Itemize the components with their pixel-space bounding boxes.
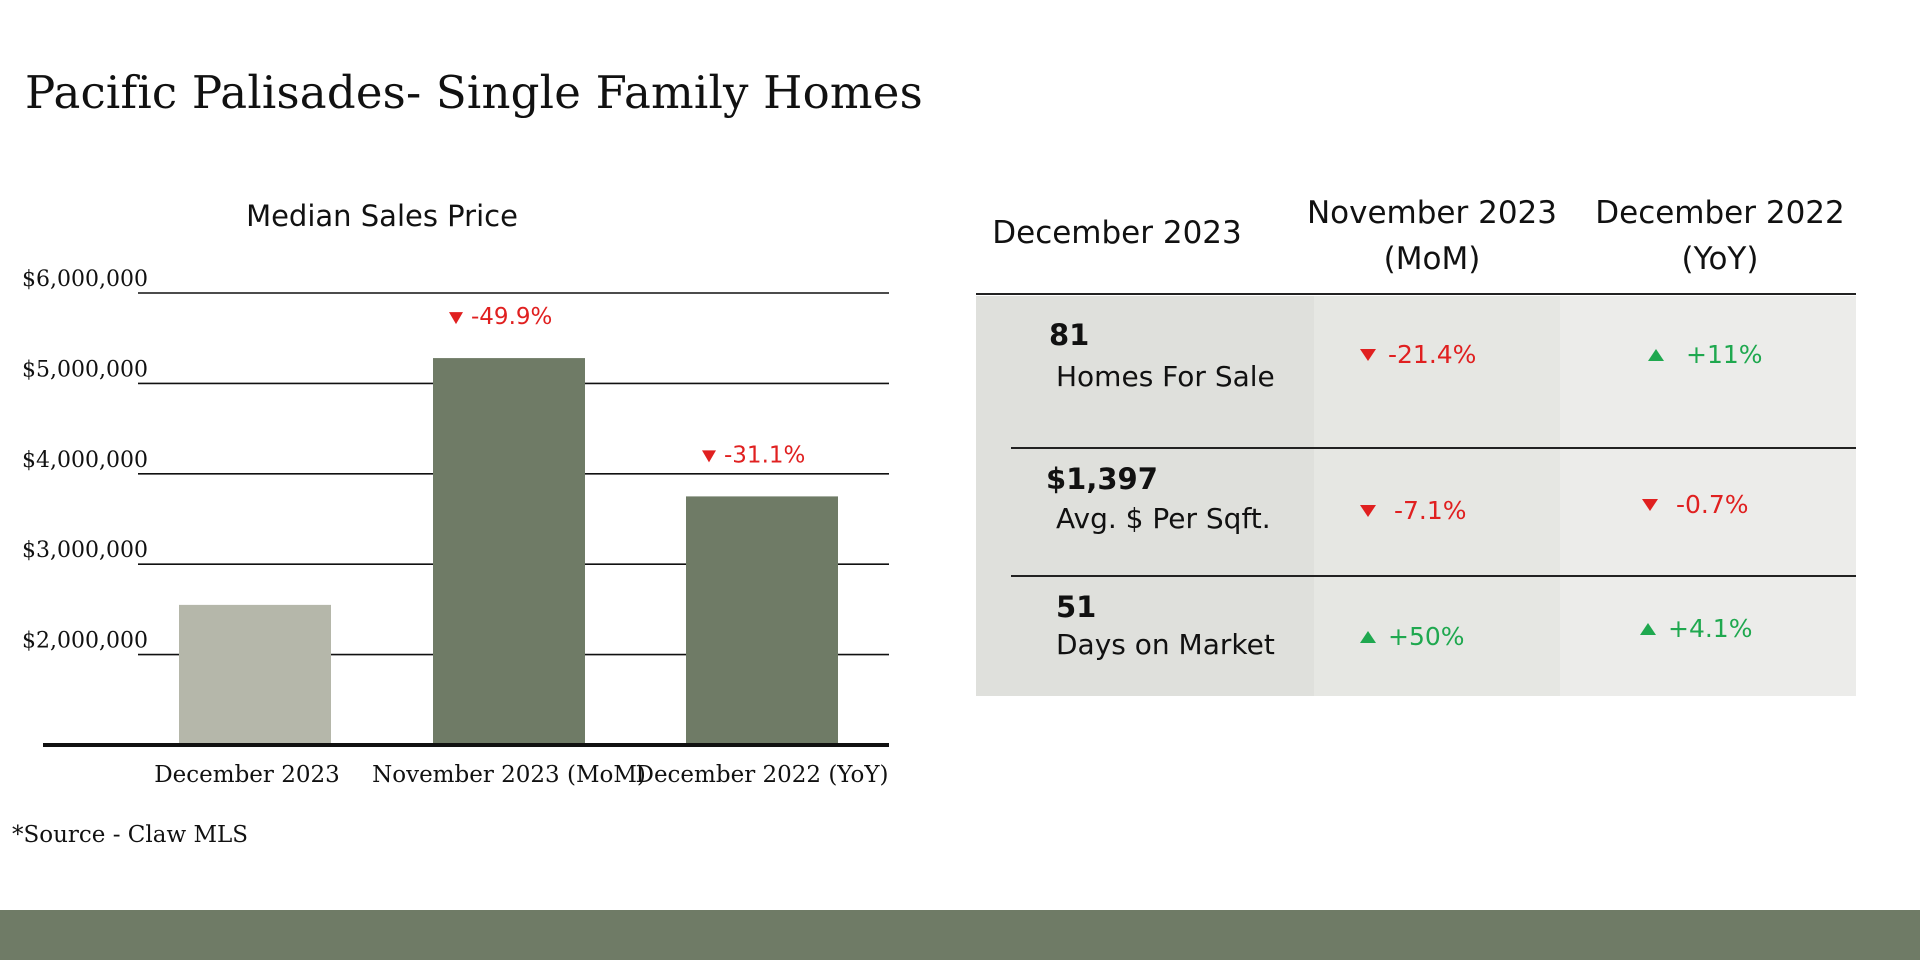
bar-change-label: -49.9% <box>471 304 552 330</box>
metric-label: Homes For Sale <box>1056 360 1275 393</box>
x-category-label: December 2022 (YoY) <box>636 762 889 788</box>
mom-change-value: -7.1% <box>1394 496 1467 525</box>
column-header-line: (YoY) <box>1681 241 1759 277</box>
y-tick-label: $4,000,000 <box>22 448 148 473</box>
y-tick-label: $5,000,000 <box>22 357 148 382</box>
page-title: Pacific Palisades- Single Family Homes <box>25 66 923 119</box>
mom-change-value: +50% <box>1388 622 1465 651</box>
row-divider-2 <box>1011 575 1856 577</box>
yoy-change-value: +4.1% <box>1668 614 1753 643</box>
row-divider-1 <box>1011 447 1856 449</box>
column-header-current: December 2023 <box>976 210 1258 256</box>
y-tick-label: $2,000,000 <box>22 629 148 654</box>
up-triangle-icon <box>1640 622 1656 635</box>
column-header-line: December 2022 <box>1595 195 1845 231</box>
metric-value: 51 <box>1056 590 1097 624</box>
up-triangle-icon <box>1648 348 1664 361</box>
down-triangle-icon <box>1360 348 1376 361</box>
median-price-bar-chart: Median Sales Price $2,000,000$3,000,000$… <box>22 199 889 788</box>
header-divider <box>976 293 1856 295</box>
column-header-line: (MoM) <box>1383 241 1481 277</box>
stats-row-homes-for-sale: 81 Homes For Sale -21.4% +11% <box>976 296 1856 446</box>
metric-label: Days on Market <box>1056 628 1275 661</box>
column-header-yoy: December 2022 (YoY) <box>1550 190 1890 282</box>
y-tick-label: $3,000,000 <box>22 538 148 563</box>
down-triangle-icon <box>1642 498 1658 511</box>
metric-value: $1,397 <box>1046 462 1158 496</box>
x-category-label: November 2023 (MoM) <box>372 762 646 788</box>
down-triangle-icon <box>702 450 716 463</box>
down-triangle-icon <box>449 312 463 325</box>
stats-table: December 2023 November 2023 (MoM) Decembe… <box>976 190 1856 700</box>
yoy-change: -0.7% <box>1642 490 1749 519</box>
chart-title: Median Sales Price <box>246 199 518 233</box>
yoy-change-value: -0.7% <box>1676 490 1749 519</box>
col-shade-current <box>976 296 1314 696</box>
footer-band <box>0 910 1920 960</box>
column-header-mom: November 2023 (MoM) <box>1262 190 1602 282</box>
column-header-line: December 2023 <box>992 215 1242 251</box>
source-note: *Source - Claw MLS <box>12 822 249 848</box>
mom-change-value: -21.4% <box>1388 340 1477 369</box>
bar <box>686 496 838 745</box>
col-shade-mom <box>1314 296 1560 696</box>
x-category-label: December 2023 <box>154 762 340 788</box>
mom-change: -7.1% <box>1360 496 1467 525</box>
mom-change: -21.4% <box>1360 340 1476 369</box>
up-triangle-icon <box>1360 630 1376 643</box>
metric-value: 81 <box>1049 318 1090 352</box>
bar <box>433 358 585 745</box>
bar <box>179 604 331 745</box>
yoy-change: +4.1% <box>1640 614 1752 643</box>
chart-y-tick-labels: $2,000,000 $3,000,000 $4,000,000 $5,000,000… <box>22 267 148 654</box>
mom-change: +50% <box>1360 622 1465 651</box>
y-tick-label: $6,000,000 <box>22 267 148 292</box>
chart-category-labels: December 2023 November 2023 (MoM)December… <box>154 762 888 788</box>
chart-bars <box>179 358 838 745</box>
down-triangle-icon <box>1360 504 1376 517</box>
stats-row-avg-per-sqft: $1,397 Avg. $ Per Sqft. -7.1% -0.7% <box>976 450 1856 575</box>
col-shade-yoy <box>1560 296 1856 696</box>
bar-change-label: -31.1% <box>724 442 805 468</box>
stats-row-days-on-market: 51 Days on Market +50% +4.1% <box>976 578 1856 696</box>
chart-annotations: -49.9% -31.1% <box>449 304 805 468</box>
yoy-change: +11% <box>1648 340 1763 369</box>
column-header-line: November 2023 <box>1306 195 1557 231</box>
metric-label: Avg. $ Per Sqft. <box>1056 502 1271 535</box>
yoy-change-value: +11% <box>1686 340 1763 369</box>
